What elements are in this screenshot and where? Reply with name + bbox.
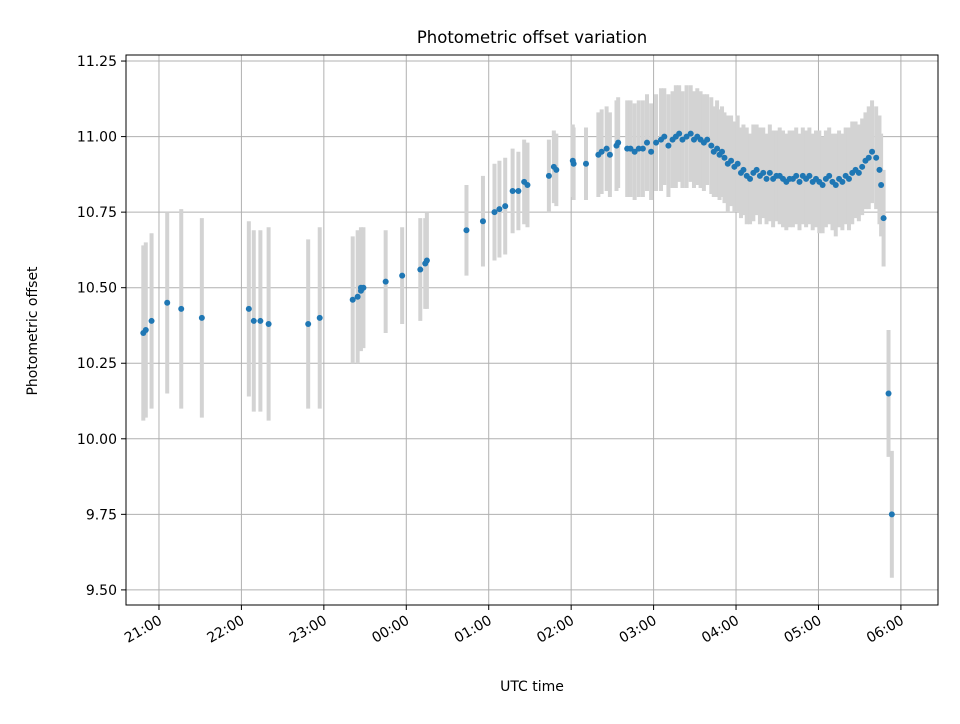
- data-point: [354, 293, 361, 300]
- data-point: [257, 317, 264, 324]
- data-point: [178, 305, 185, 312]
- chart-title: Photometric offset variation: [417, 28, 647, 47]
- data-point: [509, 187, 516, 194]
- data-point: [704, 136, 711, 143]
- data-point: [839, 178, 846, 185]
- data-point: [880, 215, 887, 222]
- y-tick-label: 11.00: [77, 130, 117, 146]
- y-tick-label: 9.75: [86, 507, 117, 523]
- data-point: [545, 172, 552, 179]
- data-point: [796, 178, 803, 185]
- data-point: [876, 166, 883, 173]
- data-point: [747, 175, 754, 182]
- data-point: [793, 172, 800, 179]
- y-axis-label: Photometric offset: [25, 266, 41, 396]
- y-tick-label: 10.25: [77, 356, 117, 372]
- data-point: [148, 317, 155, 324]
- data-point: [845, 175, 852, 182]
- data-point: [885, 390, 892, 397]
- data-point: [524, 181, 531, 188]
- data-point: [582, 160, 589, 167]
- data-point: [479, 218, 486, 225]
- data-point: [679, 136, 686, 143]
- data-point: [728, 157, 735, 164]
- data-point: [859, 163, 866, 170]
- data-point: [653, 139, 660, 146]
- data-point: [878, 181, 885, 188]
- data-point: [164, 299, 171, 306]
- y-tick-label: 11.25: [77, 54, 117, 70]
- data-point: [316, 314, 323, 321]
- data-point: [515, 187, 522, 194]
- y-tick-label: 10.50: [77, 281, 117, 297]
- y-tick-label: 10.00: [77, 432, 117, 448]
- data-point: [665, 142, 672, 149]
- data-point: [423, 257, 430, 264]
- data-point: [753, 166, 760, 173]
- data-point: [643, 139, 650, 146]
- data-point: [615, 139, 622, 146]
- data-point: [766, 169, 773, 176]
- y-tick-label: 10.75: [77, 205, 117, 221]
- data-point: [763, 175, 770, 182]
- data-point: [627, 145, 634, 152]
- data-point: [360, 284, 367, 291]
- data-point: [714, 145, 721, 152]
- data-point: [648, 148, 655, 155]
- data-point: [250, 317, 257, 324]
- data-point: [708, 142, 715, 149]
- data-point: [502, 203, 509, 210]
- data-point: [721, 154, 728, 161]
- data-point: [683, 133, 690, 140]
- data-point: [869, 148, 876, 155]
- y-axis: 9.50 9.75 10.00 10.25 10.50 10.75 11.00 11.25: [77, 54, 126, 599]
- data-point: [606, 151, 613, 158]
- data-point: [496, 206, 503, 213]
- y-tick-label: 9.50: [86, 583, 117, 599]
- data-point: [245, 305, 252, 312]
- data-point: [661, 133, 668, 140]
- data-point: [639, 145, 646, 152]
- data-point: [349, 296, 356, 303]
- data-point: [382, 278, 389, 285]
- x-axis-label: UTC time: [500, 679, 564, 695]
- plot-frame: [125, 54, 939, 606]
- data-point: [687, 130, 694, 137]
- data-point: [198, 314, 205, 321]
- data-point: [265, 320, 272, 327]
- data-point: [740, 166, 747, 173]
- data-point: [819, 181, 826, 188]
- data-point: [888, 511, 895, 518]
- data-point: [399, 272, 406, 279]
- data-point: [553, 166, 560, 173]
- data-point: [463, 227, 470, 234]
- data-point: [855, 169, 862, 176]
- data-point: [417, 266, 424, 273]
- data-point: [570, 160, 577, 167]
- data-point: [598, 148, 605, 155]
- data-point: [491, 209, 498, 216]
- data-point: [826, 172, 833, 179]
- data-point: [734, 160, 741, 167]
- data-point: [142, 327, 149, 333]
- data-point: [305, 320, 312, 327]
- data-point: [760, 169, 767, 176]
- data-point: [719, 148, 726, 155]
- data-point: [635, 145, 642, 152]
- data-point: [873, 154, 880, 161]
- data-point: [865, 154, 872, 161]
- data-point: [603, 145, 610, 152]
- data-point: [631, 148, 638, 155]
- data-point: [832, 181, 839, 188]
- data-point: [676, 130, 683, 137]
- data-points: [140, 130, 895, 518]
- data-point: [806, 172, 813, 179]
